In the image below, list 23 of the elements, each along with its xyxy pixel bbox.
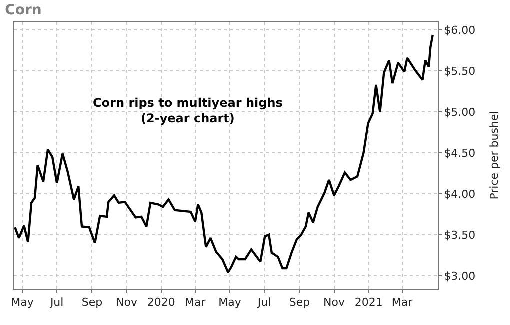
x-tick-label: Jul	[256, 296, 272, 310]
y-tick-label: $6.00	[444, 24, 476, 38]
x-tick-label: May	[11, 296, 34, 310]
x-tick-label: Nov	[116, 296, 138, 310]
x-tick-label: 2021	[354, 296, 383, 310]
y-tick-label: $4.00	[444, 188, 476, 201]
x-tick-label: 2020	[147, 296, 176, 310]
x-tick-label: Mar	[185, 296, 206, 310]
x-tick-label: Sep	[82, 296, 103, 310]
line-series	[14, 34, 434, 274]
x-tick-label: Sep	[289, 296, 310, 310]
y-tick-label: $5.50	[444, 64, 476, 78]
x-tick-label: Jul	[49, 296, 64, 310]
annotation: Corn rips to multiyear highs (2-year chart)	[93, 96, 283, 126]
x-tick-label: Mar	[392, 296, 414, 310]
y-tick-label: $3.50	[444, 228, 476, 242]
x-tick-label: May	[218, 296, 242, 310]
y-tick-label: $4.50	[444, 146, 476, 160]
y-tick-label: $5.00	[444, 106, 476, 119]
y-axis-title: Price per bushel	[488, 111, 501, 200]
y-tick-label: $3.00	[444, 270, 476, 283]
chart-title: Corn	[5, 2, 42, 19]
x-tick-label: Nov	[324, 296, 346, 310]
